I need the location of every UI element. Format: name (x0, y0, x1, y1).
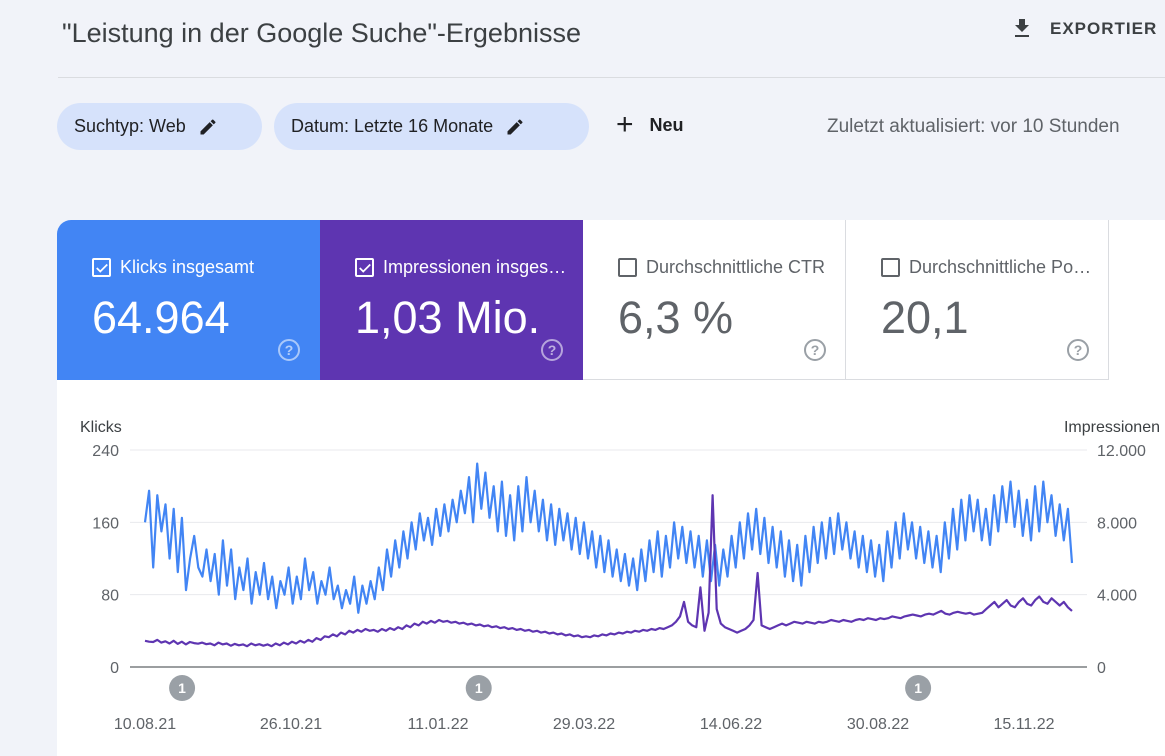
y-left-tick-label: 80 (101, 588, 119, 605)
annotation-marker[interactable]: 1 (169, 675, 196, 701)
pencil-icon (507, 118, 523, 134)
y-left-tick-label: 0 (110, 660, 119, 677)
download-icon (1015, 19, 1029, 37)
plus-icon: + (616, 108, 634, 141)
metric-value: 6,3 % (618, 292, 734, 343)
annotation-marker[interactable]: 1 (905, 675, 932, 701)
metric-card-impressions[interactable]: Impressionen insgesamt 1,03 Mio. ? (320, 220, 583, 380)
y-axis-left-label: Klicks (80, 419, 122, 436)
export-label: EXPORTIER (1050, 19, 1158, 38)
y-right-tick-label: 4.000 (1097, 588, 1137, 605)
performance-panel: Klicks insgesamt 64.964 ? Impressionen i… (57, 220, 1165, 756)
metric-value: 1,03 Mio. (355, 292, 541, 343)
annotation-label: 1 (914, 680, 922, 696)
annotation-circle (465, 675, 492, 701)
search-type-label: Suchtyp: Web (74, 116, 186, 136)
header-divider (58, 77, 1165, 78)
x-tick-label: 26.10.21 (260, 716, 322, 733)
help-icon[interactable]: ? (541, 339, 563, 361)
annotation-label: 1 (475, 680, 483, 696)
x-tick-label: 11.01.22 (407, 716, 468, 733)
add-filter-label: Neu (649, 114, 684, 135)
search-type-filter-chip[interactable]: Suchtyp: Web (57, 103, 262, 150)
metric-value: 64.964 (92, 292, 230, 343)
x-tick-label: 14.06.22 (700, 716, 762, 733)
metric-card-ctr[interactable]: Durchschnittliche CTR 6,3 % ? (583, 220, 846, 380)
help-icon[interactable]: ? (278, 339, 300, 361)
annotation-circle (905, 675, 932, 701)
page-title: "Leistung in der Google Suche"-Ergebniss… (62, 18, 581, 48)
metric-card-position[interactable]: Durchschnittliche Position 20,1 ? (846, 220, 1109, 380)
metric-card-clicks[interactable]: Klicks insgesamt 64.964 ? (57, 220, 320, 380)
checkbox-checked-icon[interactable] (92, 258, 111, 277)
series-line-klicks (143, 462, 1074, 614)
x-tick-label: 30.08.22 (847, 716, 909, 733)
y-left-tick-label: 240 (92, 443, 119, 460)
checkbox-unchecked-icon[interactable] (881, 258, 900, 277)
annotation-circle (169, 675, 196, 701)
performance-line-chart: Klicks Impressionen 240 160 80 0 12.000 8.00… (80, 419, 1160, 733)
y-left-tick-label: 160 (92, 515, 119, 532)
y-right-tick-label: 0 (1097, 660, 1106, 677)
pencil-icon (200, 118, 216, 134)
annotation-label: 1 (178, 680, 186, 696)
add-filter-button[interactable]: + Neu (616, 110, 684, 140)
date-filter-label: Datum: Letzte 16 Monate (291, 116, 494, 136)
y-right-tick-label: 8.000 (1097, 515, 1137, 532)
metric-value: 20,1 (881, 292, 969, 343)
y-axis-right-label: Impressionen (1064, 419, 1160, 436)
date-filter-chip[interactable]: Datum: Letzte 16 Monate (274, 103, 589, 150)
export-button[interactable]: EXPORTIER (1010, 16, 1157, 42)
y-right-tick-label: 12.000 (1097, 443, 1146, 460)
help-icon[interactable]: ? (804, 339, 826, 361)
last-updated-text: Zuletzt aktualisiert: vor 10 Stunden (827, 116, 1120, 137)
x-tick-label: 10.08.21 (114, 716, 176, 733)
help-icon[interactable]: ? (1067, 339, 1089, 361)
x-tick-label: 15.11.22 (993, 716, 1054, 733)
annotation-marker[interactable]: 1 (465, 675, 492, 701)
series-line-impressionen (144, 494, 1073, 648)
x-tick-label: 29.03.22 (553, 716, 615, 733)
checkbox-unchecked-icon[interactable] (618, 258, 637, 277)
checkbox-checked-icon[interactable] (355, 258, 374, 277)
